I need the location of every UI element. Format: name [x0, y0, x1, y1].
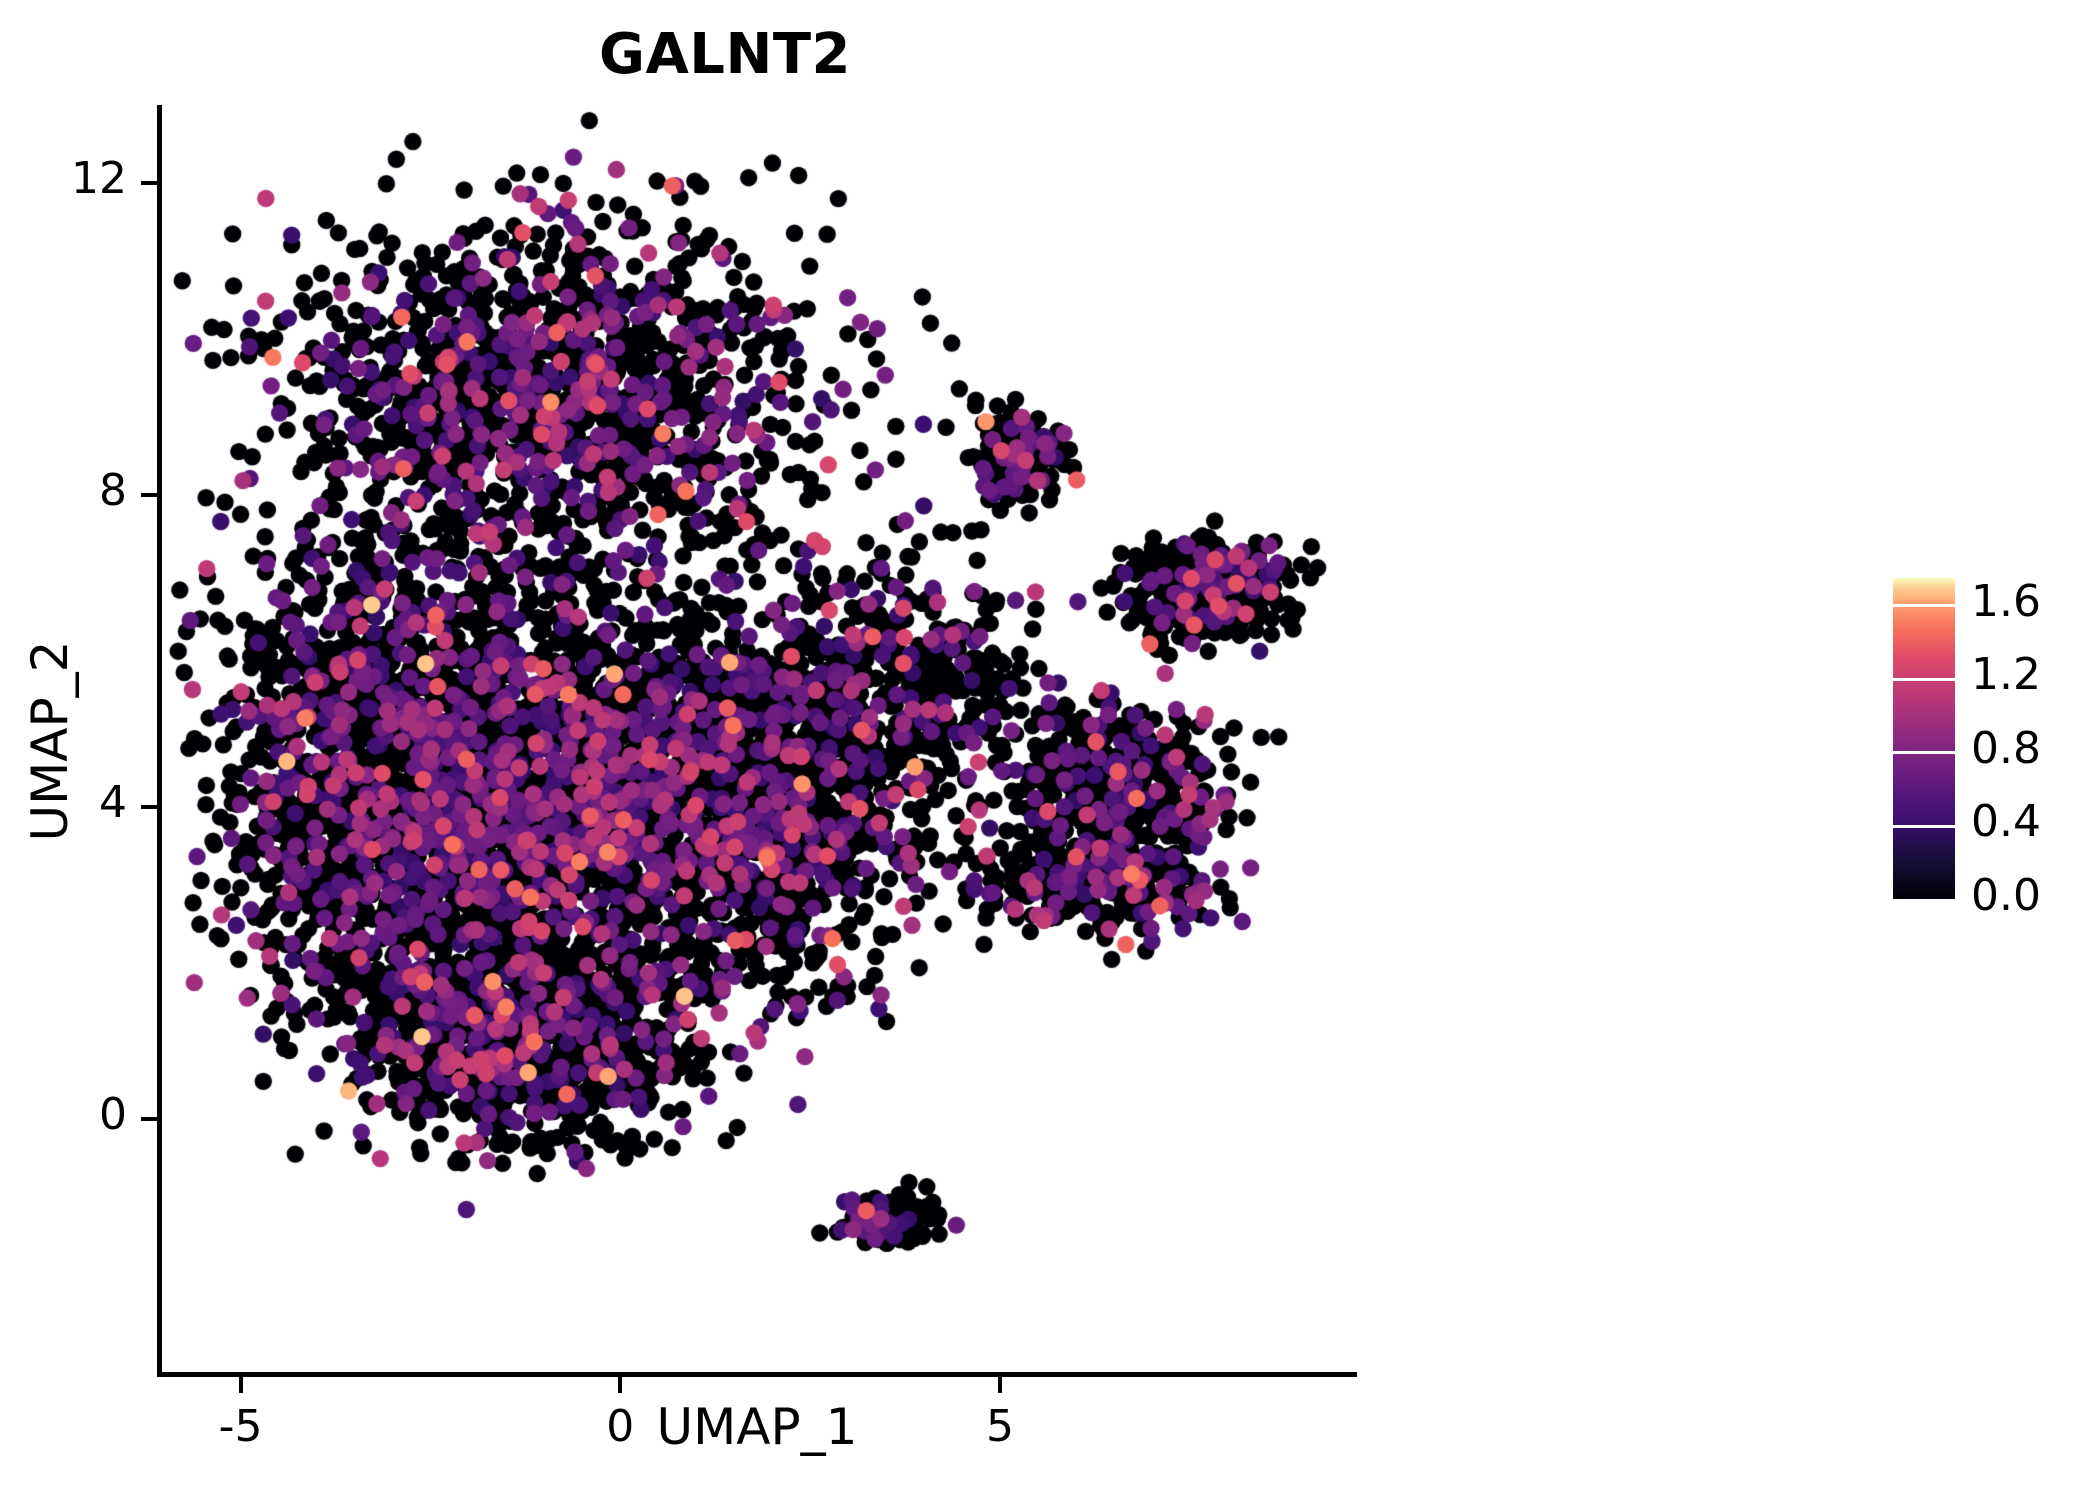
- x-tick-label: 5: [986, 1401, 1015, 1452]
- y-tick-label: 12: [71, 153, 127, 205]
- colorbar-tick-mark: [1893, 824, 1955, 828]
- colorbar-tick-label: 0.4: [1971, 796, 2041, 848]
- colorbar-tick-mark: [1893, 677, 1955, 681]
- page-title: GALNT2: [598, 22, 852, 87]
- x-axis-label: UMAP_1: [656, 1398, 858, 1456]
- colorbar-tick-label: 1.2: [1971, 649, 2041, 701]
- y-tick-label: 4: [99, 777, 127, 829]
- y-axis-spine: [157, 105, 162, 1377]
- y-tick-label: 8: [99, 465, 127, 517]
- x-tick-label: 0: [606, 1401, 635, 1452]
- scatter-plot-panel: [157, 105, 1357, 1377]
- scatter-points-canvas: [157, 105, 1357, 1377]
- y-tick-label: 0: [99, 1089, 127, 1141]
- colorbar-tick-label: 1.6: [1971, 575, 2041, 627]
- colorbar-tick-mark: [1893, 898, 1955, 902]
- y-tick-mark: [141, 493, 157, 498]
- y-tick-mark: [141, 1117, 157, 1122]
- colorbar-tick-label: 0.0: [1971, 870, 2041, 921]
- x-tick-label: -5: [218, 1401, 263, 1452]
- x-tick-mark: [998, 1377, 1003, 1393]
- y-tick-mark: [141, 181, 157, 186]
- colorbar-tick-mark: [1893, 604, 1955, 608]
- colorbar-gradient-bar: [1893, 578, 1955, 900]
- x-axis-spine: [157, 1372, 1357, 1377]
- x-tick-mark: [238, 1377, 243, 1393]
- y-axis-label: UMAP_2: [21, 640, 79, 842]
- colorbar-legend: 0.0 0.4 0.8 1.2 1.6: [1893, 575, 2093, 921]
- x-tick-mark: [618, 1377, 623, 1393]
- y-tick-mark: [141, 805, 157, 810]
- colorbar-tick-label: 0.8: [1971, 722, 2041, 774]
- colorbar-tick-mark: [1893, 751, 1955, 755]
